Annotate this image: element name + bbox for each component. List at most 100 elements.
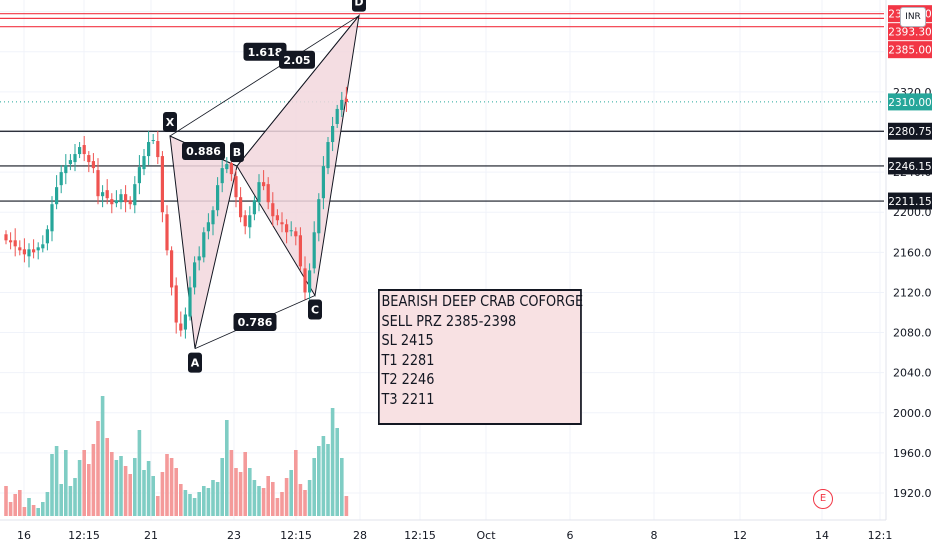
- ratio-label-bg: [182, 142, 225, 161]
- volume-bar: [36, 508, 40, 516]
- volume-bar: [220, 458, 224, 516]
- candle-body: [101, 192, 105, 197]
- candle-body: [211, 210, 215, 225]
- volume-bar: [45, 492, 50, 516]
- pattern-point-label[interactable]: A: [191, 357, 200, 370]
- candle-body: [128, 200, 132, 205]
- volume-bar: [257, 486, 261, 516]
- volume-bar: [174, 468, 178, 516]
- candle-body: [64, 165, 68, 174]
- candle-body: [271, 203, 275, 217]
- price-axis[interactable]: 1920.00 1960.00 2000.00 2040.00 2080.00 2120.…: [885, 0, 932, 520]
- price-tag: [888, 157, 932, 175]
- volume-bar: [169, 458, 174, 516]
- candle-body: [312, 232, 316, 269]
- volume-bar: [344, 496, 349, 516]
- volume-bar: [59, 484, 63, 516]
- x-tick-label: 23: [227, 529, 241, 542]
- candle-body: [96, 170, 100, 197]
- candle-body: [243, 215, 247, 227]
- time-axis[interactable]: 16 12:15 21 23 12:15 28 12:15 Oct 6 8 12 14 12:1: [0, 519, 892, 542]
- volume-bar: [234, 468, 238, 516]
- pattern-point-label[interactable]: X: [166, 116, 175, 129]
- volume-bar: [82, 450, 86, 516]
- candle-body: [289, 230, 293, 232]
- volume-bar: [229, 450, 234, 516]
- volume-bar: [128, 474, 132, 516]
- y-tick-label: 2160.00: [893, 246, 932, 259]
- trade-note-box[interactable]: BEARISH DEEP CRAB COFORGE SELL PRZ 2385-…: [378, 289, 584, 425]
- pattern-point-label[interactable]: C: [311, 303, 319, 316]
- volume-bar: [22, 507, 27, 516]
- candle-body: [206, 222, 210, 232]
- candle-body: [326, 142, 330, 169]
- candle-body: [220, 168, 224, 184]
- earnings-icon[interactable]: E: [813, 489, 833, 509]
- volume-bar: [192, 498, 197, 516]
- candle-body: [160, 156, 164, 213]
- volume-bar: [211, 480, 215, 516]
- ratio-label[interactable]: 1.618: [248, 46, 283, 59]
- note-line: BEARISH DEEP CRAB COFORGE: [381, 292, 584, 310]
- volume-bar: [68, 486, 73, 516]
- price-tag: [888, 23, 932, 41]
- y-tick-label: 2040.00: [893, 367, 932, 380]
- price-tag-label: 2211.15: [888, 196, 931, 208]
- volume-bar: [312, 458, 316, 516]
- x-tick-label: 12:15: [404, 529, 436, 542]
- candle-body: [202, 232, 206, 258]
- price-tag-label: 2280.75: [888, 126, 931, 138]
- volume-bar: [91, 444, 96, 516]
- volume-bar: [50, 454, 54, 516]
- candle-body: [165, 214, 169, 251]
- candle-body: [87, 155, 91, 163]
- pattern-point-label[interactable]: B: [233, 146, 241, 159]
- candle-body: [9, 240, 13, 243]
- candle-body: [27, 249, 31, 257]
- price-tag-label: 2393.30: [888, 27, 931, 39]
- pattern-point-label-bg: [308, 299, 322, 320]
- x-tick-label: Oct: [476, 529, 496, 542]
- candle-body: [216, 185, 220, 211]
- volume-bar: [160, 472, 165, 516]
- volume-bar: [165, 454, 169, 516]
- price-tag-label: 2246.15: [888, 161, 931, 173]
- candle-body: [36, 247, 40, 251]
- volume-bar: [41, 502, 45, 516]
- ratio-label[interactable]: 0.886: [186, 145, 221, 158]
- horizontal-lines[interactable]: [0, 13, 884, 202]
- pattern-point-label[interactable]: D: [354, 0, 363, 9]
- candle-body: [340, 99, 344, 110]
- candle-body: [68, 160, 72, 165]
- currency-badge[interactable]: INR: [900, 7, 926, 27]
- candle-body: [188, 287, 192, 317]
- pattern-point-label-bg: [188, 352, 202, 373]
- pattern-point-label-bg: [163, 112, 177, 133]
- candle-body: [114, 200, 118, 204]
- volume-bar: [100, 396, 105, 516]
- y-tick-label: 1920.00: [893, 487, 932, 500]
- x-tick-label: 12:15: [280, 529, 312, 542]
- volume-bar: [8, 502, 13, 516]
- y-tick-label: 2120.00: [893, 286, 932, 299]
- ratio-label[interactable]: 2.05: [283, 54, 310, 67]
- candle-body: [262, 182, 266, 187]
- candle-body: [59, 172, 63, 186]
- candle-body: [317, 199, 321, 234]
- x-tick-label: 6: [567, 529, 574, 542]
- candle-body: [133, 184, 137, 206]
- volume-bar: [248, 468, 252, 516]
- x-tick-label: 16: [17, 529, 31, 542]
- ratio-label[interactable]: 0.786: [238, 316, 273, 329]
- volume-bar: [321, 436, 326, 516]
- candle-body: [275, 215, 279, 221]
- note-line: T1 2281: [381, 350, 435, 369]
- volume-bar: [330, 408, 335, 516]
- candle-body: [147, 142, 151, 157]
- candle-body: [229, 163, 233, 175]
- candle-body: [183, 314, 187, 330]
- note-line: T2 2246: [381, 370, 435, 388]
- volume-bar: [307, 480, 312, 516]
